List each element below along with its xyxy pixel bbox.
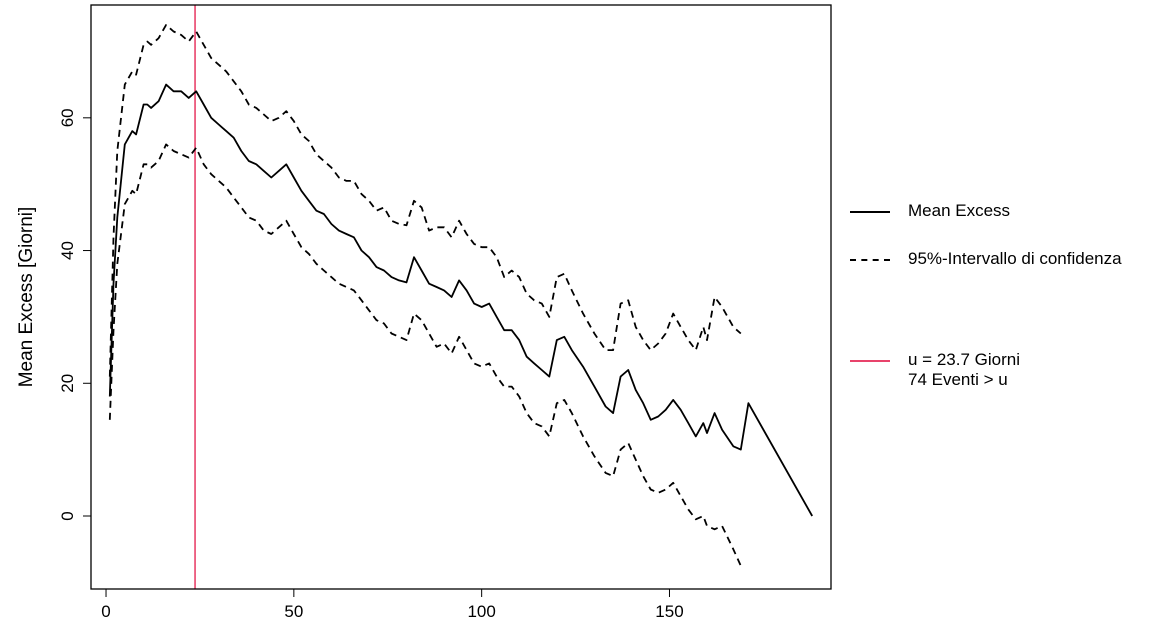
- x-tick-label: 150: [655, 602, 683, 621]
- plot-frame: [90, 4, 832, 590]
- legend-dashed-line-swatch: [850, 259, 890, 261]
- legend-solid-line-swatch: [850, 211, 890, 213]
- y-axis: 0 20 40 60: [58, 108, 92, 521]
- legend-label-mean-excess: Mean Excess: [908, 201, 1011, 220]
- x-axis: 0 50 100 150: [101, 588, 684, 621]
- series-line-mean-excess: [108, 83, 813, 517]
- series-layer: [108, 23, 813, 567]
- legend: Mean Excess 95%-Intervallo di confidenza…: [850, 0, 1172, 624]
- legend-item-threshold: u = 23.7 Giorni 74 Eventi > u: [850, 350, 1020, 390]
- legend-label-threshold: u = 23.7 Giorni 74 Eventi > u: [908, 350, 1020, 390]
- legend-threshold-line-swatch: [850, 360, 890, 362]
- chart-canvas: 0 50 100 150 0 20 40 60 Mean Excess [Giorni]: [16, 4, 832, 621]
- legend-item-confidence-interval: 95%-Intervallo di confidenza: [850, 249, 1122, 269]
- series-line-lower-confidence: [108, 143, 742, 567]
- legend-threshold-value: u = 23.7 Giorni: [908, 350, 1020, 369]
- x-tick-label: 0: [101, 602, 110, 621]
- legend-label-confidence-interval: 95%-Intervallo di confidenza: [908, 249, 1122, 268]
- x-tick-label: 100: [467, 602, 495, 621]
- y-tick-label: 40: [58, 241, 77, 260]
- legend-threshold-count: 74 Eventi > u: [908, 370, 1008, 389]
- series-line-upper-confidence: [108, 23, 742, 377]
- x-tick-label: 50: [284, 602, 303, 621]
- y-axis-label: Mean Excess [Giorni]: [16, 207, 37, 388]
- y-tick-label: 60: [58, 108, 77, 127]
- y-tick-label: 20: [58, 374, 77, 393]
- legend-item-mean-excess: Mean Excess: [850, 201, 1010, 221]
- y-tick-label: 0: [58, 511, 77, 520]
